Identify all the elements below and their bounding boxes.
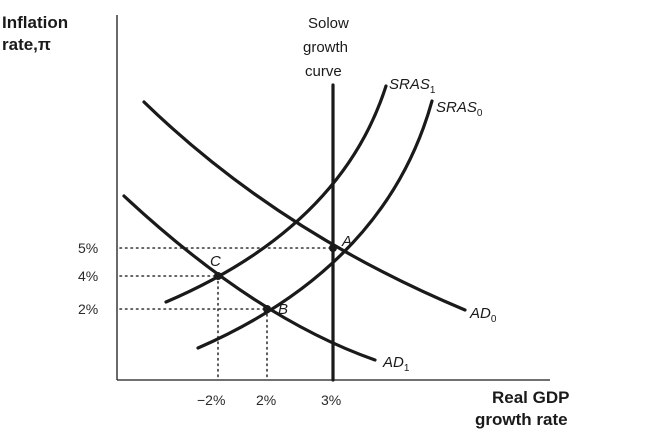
x-tick-2: 2% [256, 392, 276, 408]
point-c-label: C [210, 253, 221, 270]
solow-label-line2: growth [303, 39, 348, 56]
x-axis-title-line2: growth rate [475, 410, 568, 429]
solow-label-line1: Solow [308, 15, 349, 32]
ad1-label: AD1 [382, 354, 410, 374]
y-axis-title-line1: Inflation [2, 13, 68, 32]
x-tick-neg2: −2% [197, 392, 225, 408]
y-tick-4: 4% [78, 268, 98, 284]
point-a-label: A [341, 233, 352, 250]
point-b-label: B [278, 301, 288, 318]
point-c-dot [214, 272, 222, 280]
sras1-curve [164, 84, 388, 304]
sras0-label: SRAS0 [436, 99, 483, 119]
y-axis-title-line2: rate,π [2, 35, 51, 54]
point-a-dot [329, 244, 337, 252]
y-tick-5: 5% [78, 240, 98, 256]
point-b-dot [263, 305, 271, 313]
sras0-curve [196, 99, 434, 350]
sras1-label: SRAS1 [389, 76, 436, 96]
y-tick-2: 2% [78, 301, 98, 317]
x-axis-title-line1: Real GDP [492, 388, 569, 407]
ad1-curve [122, 194, 377, 362]
ad0-curve [142, 100, 467, 312]
ad0-label: AD0 [469, 305, 497, 325]
solow-label-line3: curve [305, 63, 342, 80]
x-tick-3: 3% [321, 392, 341, 408]
